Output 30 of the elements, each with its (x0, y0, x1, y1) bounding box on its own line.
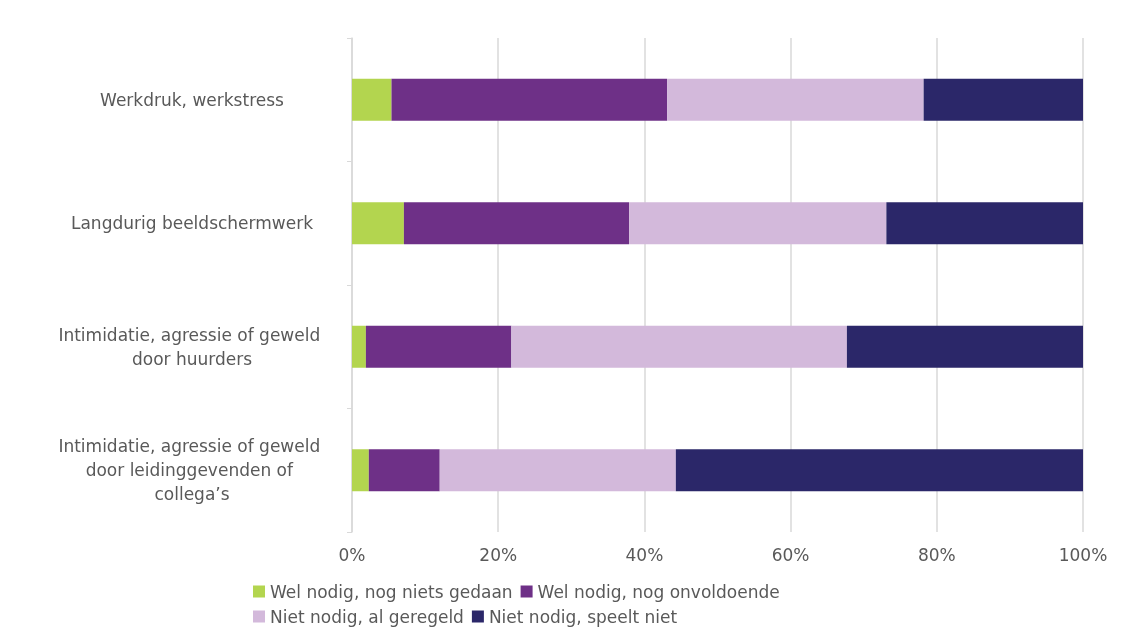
bar (667, 78, 924, 121)
bar (629, 202, 887, 245)
bar (846, 325, 1083, 368)
x-tick-label: 60% (771, 544, 810, 565)
x-tick-label: 40% (625, 544, 664, 565)
bar (365, 325, 512, 368)
bar (352, 78, 392, 121)
bar (391, 78, 668, 121)
x-tick-label: 20% (479, 544, 518, 565)
bar (403, 202, 630, 245)
legend-label: Niet nodig, speelt niet (488, 606, 678, 627)
bar (352, 202, 404, 245)
bar (368, 449, 440, 492)
x-tick-label: 80% (917, 544, 956, 565)
x-tick-label: 100% (1058, 544, 1108, 565)
legend-label: Niet nodig, al geregeld (270, 606, 464, 627)
bar (439, 449, 676, 492)
legend-label: Wel nodig, nog onvoldoende (537, 581, 780, 602)
bar (511, 325, 847, 368)
y-tick-label: Werkdruk, werkstress (100, 89, 285, 110)
bar (352, 325, 366, 368)
y-tick-label: Intimidatie, agressie of geweld door huurders (58, 324, 326, 369)
y-tick-label: Intimidatie, agressie of geweld door leidinggevenden of collega’s (58, 436, 326, 505)
bar (923, 78, 1083, 121)
bar (886, 202, 1083, 245)
bar (352, 449, 369, 492)
y-tick-label: Langdurig beeldschermwerk (70, 213, 314, 234)
bar (675, 449, 1083, 492)
x-tick-label: 0% (338, 544, 366, 565)
legend-label: Wel nodig, nog niets gedaan (270, 581, 513, 602)
